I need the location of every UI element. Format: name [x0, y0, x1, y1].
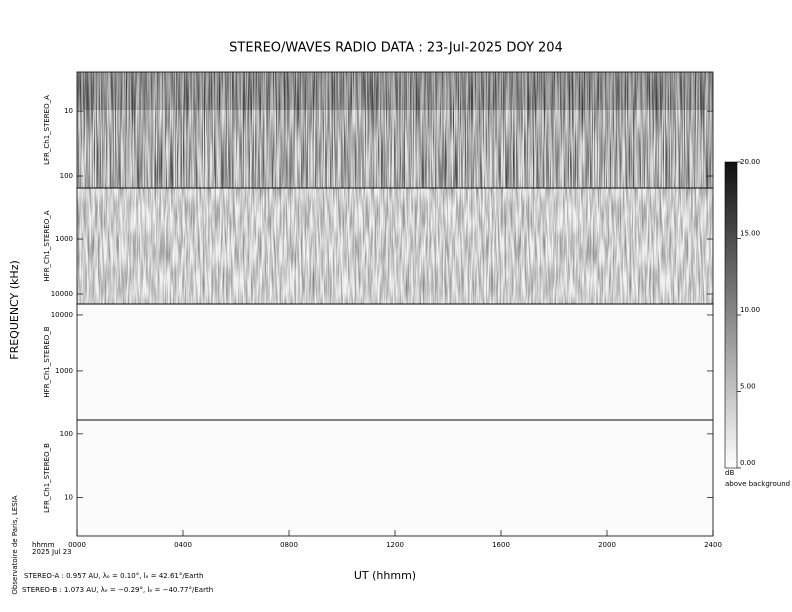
x-tick-label: 2400: [704, 541, 722, 549]
y-axis-label: FREQUENCY (kHz): [8, 260, 21, 360]
x-axis-label: UT (hhmm): [354, 569, 416, 582]
x-tick-label: 0800: [280, 541, 298, 549]
panel-label: HFR_Ch1_STEREO_B: [43, 326, 51, 397]
x-corner-label: hhmm: [32, 541, 55, 549]
y-tick-label: 10000: [51, 290, 73, 298]
colorbar-tick-label: 5.00: [740, 383, 756, 391]
y-tick-label: 100: [60, 430, 73, 438]
chart-title: STEREO/WAVES RADIO DATA : 23-Jul-2025 DO…: [229, 41, 563, 56]
y-tick-label: 10: [64, 107, 73, 115]
panel-label: HFR_Ch1_STEREO_A: [43, 210, 51, 281]
footnote: STEREO-B : 1.073 AU, λₑ = −0.29°, lₑ = −…: [22, 586, 213, 594]
colorbar-label: dB: [725, 469, 734, 477]
x-corner-label: 2025 Jul 23: [32, 548, 72, 556]
colorbar: [724, 161, 738, 469]
y-tick-label: 1000: [55, 367, 73, 375]
x-tick-label: 0400: [174, 541, 192, 549]
credit: Observatoire de Paris, LESIA: [11, 495, 19, 594]
colorbar-tick-label: 15.00: [740, 230, 760, 238]
x-tick-label: 1200: [386, 541, 404, 549]
y-tick-label: 10000: [51, 311, 73, 319]
colorbar-tick-label: 20.00: [740, 158, 760, 166]
panel-texture: [77, 72, 713, 188]
y-tick-label: 1000: [55, 235, 73, 243]
panel-label: LFR_Ch1_STEREO_B: [43, 443, 51, 513]
colorbar-tick-label: 0.00: [740, 459, 756, 467]
colorbar-tick-label: 10.00: [740, 306, 760, 314]
x-tick-label: 0000: [68, 541, 86, 549]
y-tick-label: 10: [64, 494, 73, 502]
x-tick-label: 2000: [598, 541, 616, 549]
y-tick-label: 100: [60, 172, 73, 180]
panel-label: LFR_Ch1_STEREO_A: [43, 95, 51, 165]
x-tick-label: 1600: [492, 541, 510, 549]
panel-texture: [77, 188, 713, 304]
colorbar-label: above background: [725, 480, 790, 488]
footnote: STEREO-A : 0.957 AU, λₑ = 0.10°, lₑ = 42…: [24, 572, 204, 580]
